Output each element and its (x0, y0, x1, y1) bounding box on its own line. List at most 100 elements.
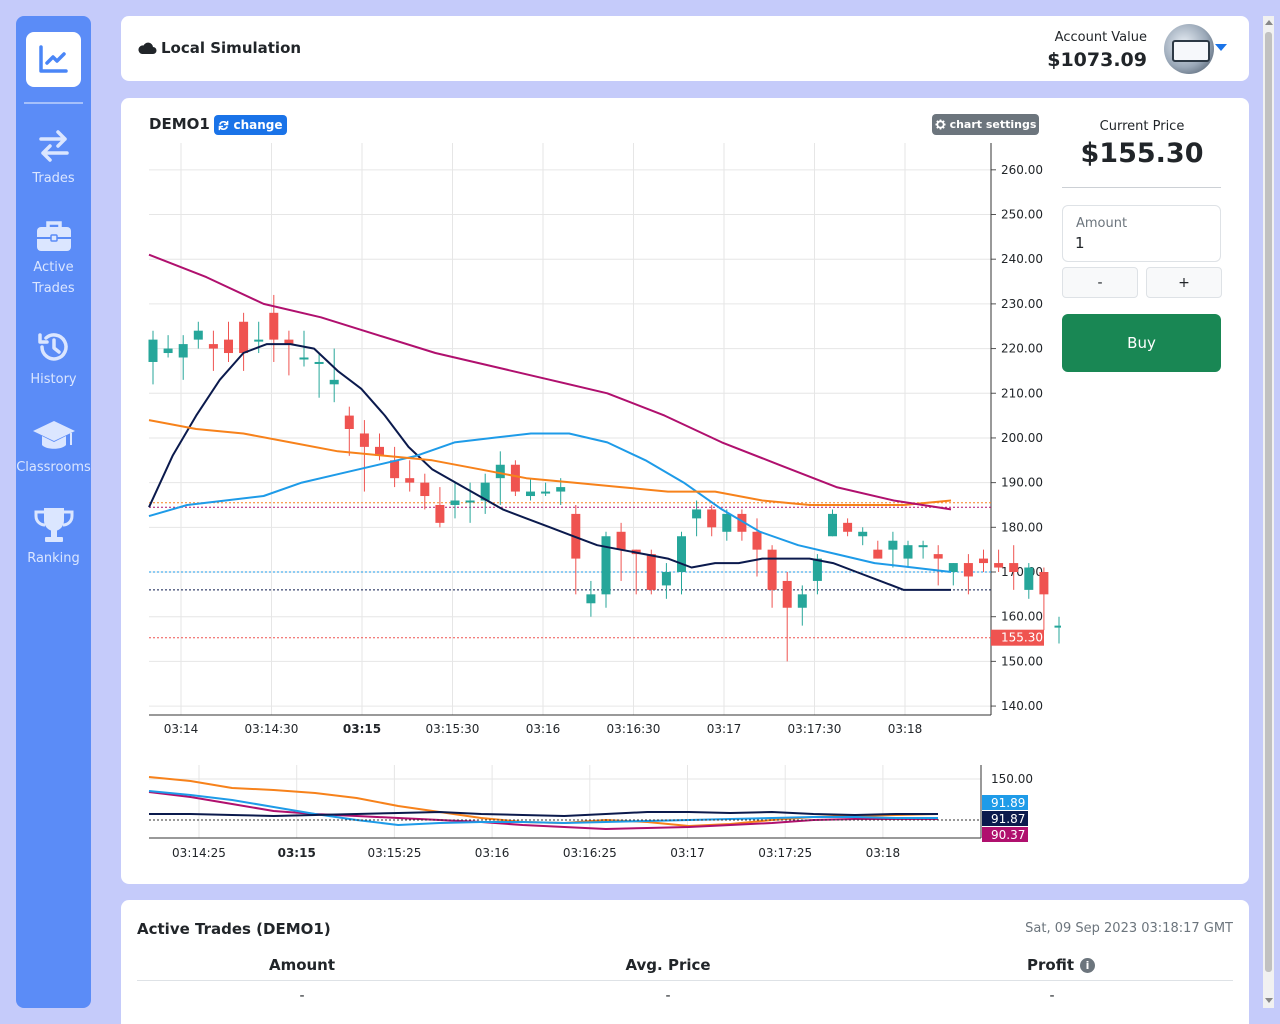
gear-icon (935, 119, 946, 130)
moving-average-line (148, 432, 952, 573)
x-axis-tick-label: 03:18 (888, 722, 923, 736)
active-trades-card: Active Trades (DEMO1) Sat, 09 Sep 2023 0… (121, 900, 1249, 1024)
line-chart-icon (39, 45, 68, 73)
buy-button[interactable]: Buy (1062, 314, 1221, 372)
candle (284, 339, 294, 345)
last-price-label: 155.30 (1001, 631, 1043, 645)
candle (375, 446, 384, 456)
x-axis-tick-label: 03:14:25 (172, 846, 226, 860)
y-axis-tick-label: 150.00 (1001, 654, 1043, 668)
increase-amount-button[interactable]: + (1146, 267, 1222, 298)
candle (526, 491, 535, 497)
x-axis-tick-label: 03:17:30 (788, 722, 842, 736)
candle (1039, 572, 1049, 595)
x-axis-tick-label: 03:15:25 (367, 846, 421, 860)
divider (1062, 187, 1221, 188)
y-axis-tick-label: 260.00 (1001, 163, 1043, 177)
scrollbar-thumb[interactable] (1265, 32, 1272, 972)
cloud-icon (138, 42, 157, 54)
column-header-amount-label: Amount (268, 956, 336, 974)
column-header-amount: Amount (269, 956, 335, 974)
column-header-avg-price: Avg. Price (625, 956, 710, 974)
chart-settings-button[interactable]: chart settings (932, 114, 1039, 135)
nav-trades-label: Trades (32, 171, 75, 186)
app-logo[interactable] (26, 32, 81, 87)
candle (148, 339, 158, 362)
indicator-value-tag (982, 811, 1028, 826)
nav-ranking[interactable]: Ranking (16, 506, 91, 569)
trophy-icon (34, 508, 73, 542)
nav-trades[interactable]: Trades (16, 128, 91, 189)
price-chart[interactable]: 03:14 03:14:30 03:15 03:15:30 03:16 03:16:30 0… (121, 98, 1061, 748)
candle (1009, 563, 1019, 572)
table-divider (137, 980, 1233, 981)
candle (601, 536, 611, 595)
candle (646, 554, 656, 590)
nav-classrooms-label: Classrooms (16, 460, 91, 475)
indicator-line (149, 811, 938, 817)
moving-average-line (148, 419, 952, 506)
indicator-value-label: 91.89 (991, 796, 1025, 810)
scroll-down-arrow-icon[interactable] (1265, 998, 1273, 1003)
candle (979, 558, 988, 564)
candle (812, 558, 822, 581)
candle (797, 594, 807, 608)
chart-settings-label: chart settings (949, 118, 1037, 131)
x-axis-tick-label: 03:15 (343, 722, 381, 736)
indicator-line (148, 790, 938, 826)
nav-active-trades-label: Active Trades (32, 260, 75, 296)
nav-classrooms[interactable]: Classrooms (16, 419, 91, 478)
candle (556, 487, 566, 492)
info-icon[interactable]: i (1080, 957, 1095, 973)
scroll-up-arrow-icon[interactable] (1265, 20, 1273, 25)
moving-average-line (148, 253, 952, 511)
y-axis-tick-label: 250.00 (1001, 208, 1043, 222)
y-axis-tick-label: 220.00 (1001, 342, 1043, 356)
y-axis-tick-label: 180.00 (1001, 520, 1043, 534)
sync-icon (219, 120, 229, 130)
candle (329, 379, 339, 385)
candle (586, 594, 596, 604)
y-axis-tick-label: 210.00 (1001, 386, 1043, 400)
cell-avg-price: - (665, 988, 671, 1004)
briefcase-icon (36, 221, 71, 251)
nav-active-trades[interactable]: Active Trades (16, 219, 91, 299)
account-value: $1073.09 (1047, 49, 1147, 71)
candle (994, 563, 1004, 568)
decrease-amount-button[interactable]: - (1062, 267, 1138, 298)
avatar[interactable] (1164, 24, 1214, 74)
x-axis-tick-label: 03:17 (707, 722, 742, 736)
current-price-label: Current Price (1099, 119, 1185, 134)
chevron-down-icon[interactable] (1215, 44, 1227, 51)
nav-history[interactable]: History (16, 329, 91, 390)
candle (510, 464, 520, 492)
candle (722, 513, 732, 532)
change-ticker-button[interactable]: change (214, 115, 287, 135)
column-header-profit: Profit i (1027, 956, 1095, 974)
nav-ranking-label: Ranking (27, 551, 80, 566)
y-axis-tick-label: 150.00 (991, 772, 1033, 786)
indicator-value-label: 91.87 (991, 812, 1025, 826)
candle (873, 549, 883, 559)
amount-field[interactable]: Amount (1062, 205, 1221, 262)
candle (843, 522, 853, 532)
y-axis-tick-label: 140.00 (1001, 699, 1043, 713)
y-axis-tick-label: 190.00 (1001, 476, 1043, 490)
candle (178, 344, 188, 358)
y-axis-tick-label: 230.00 (1001, 297, 1043, 311)
candle (1024, 567, 1034, 590)
indicator-chart[interactable]: 03:14:25 03:15 03:15:25 03:16 03:16:25 03:17 0… (121, 98, 1061, 884)
cell-amount: - (299, 988, 305, 1004)
candle (450, 500, 460, 505)
candle (390, 460, 400, 479)
amount-label: Amount (1076, 216, 1128, 231)
active-trades-title: Active Trades (DEMO1) (137, 920, 331, 938)
amount-input[interactable] (1075, 234, 1205, 252)
candle (707, 509, 717, 528)
candle (828, 513, 837, 537)
candle (903, 545, 913, 559)
arrows-exchange-icon (38, 130, 69, 162)
x-axis-tick-label: 03:16 (475, 846, 510, 860)
candle (254, 339, 264, 342)
cell-profit: - (1049, 988, 1055, 1004)
